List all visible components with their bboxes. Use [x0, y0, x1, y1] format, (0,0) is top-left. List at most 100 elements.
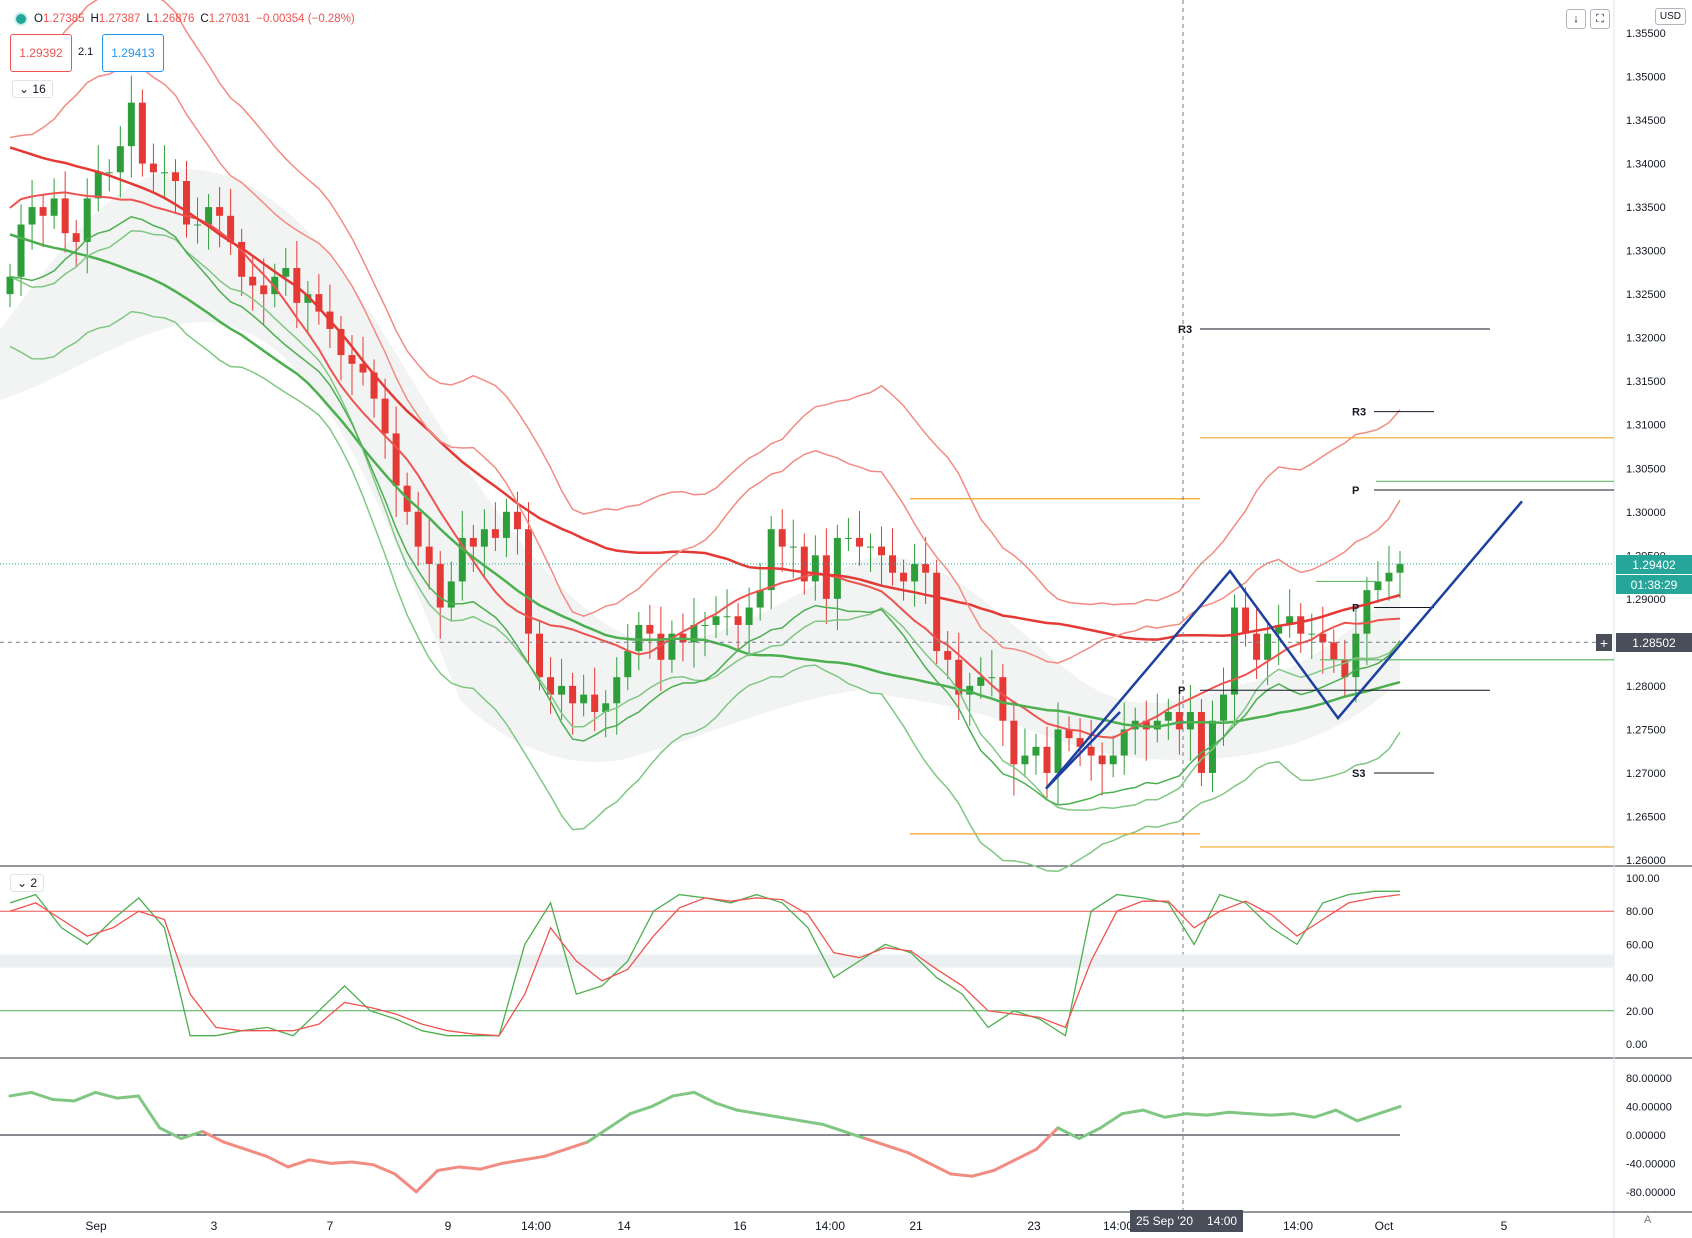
candle-body: [1197, 712, 1205, 773]
candle-body: [127, 102, 135, 147]
buy-button[interactable]: 1.29413: [102, 34, 164, 72]
candle-body: [94, 172, 102, 199]
momentum-segment: [457, 1165, 482, 1171]
momentum-axis-tick-label: -40.00000: [1626, 1158, 1676, 1170]
price-axis-tick-label: 1.26500: [1626, 811, 1666, 823]
candle-body: [944, 651, 952, 660]
stochastic-pane[interactable]: [0, 890, 1614, 1037]
price-axis-tick-label: 1.33500: [1626, 202, 1666, 214]
candle-body: [1363, 590, 1371, 634]
scroll-down-button[interactable]: ↓: [1566, 9, 1586, 29]
candle-body: [789, 546, 797, 548]
candle-body: [1142, 720, 1150, 730]
momentum-segment: [29, 1090, 55, 1101]
candle-body: [50, 198, 58, 216]
price-axis-tick-label: 1.32500: [1626, 289, 1666, 301]
pane2-collapse-toggle[interactable]: ⌄ 2: [10, 874, 45, 892]
last-price-tag: 1.29402: [1616, 555, 1692, 574]
candle-body: [1231, 607, 1239, 695]
candle-body: [1219, 694, 1227, 721]
momentum-segment: [436, 1165, 461, 1172]
candle-body: [194, 224, 202, 226]
momentum-segment: [222, 1140, 247, 1151]
candle-body: [83, 198, 91, 242]
candle-body: [1065, 729, 1073, 739]
buy-price: 1.29413: [111, 46, 155, 60]
momentum-segment: [735, 1108, 760, 1116]
candle-body: [1352, 633, 1360, 678]
pivot-label: P: [1352, 485, 1359, 497]
candle-body: [988, 677, 996, 679]
time-axis-tick-label: 14:00: [1103, 1219, 1133, 1233]
candle-body: [1120, 729, 1128, 756]
momentum-segment: [1355, 1112, 1381, 1123]
candle-body: [425, 546, 433, 565]
candle-body: [1087, 746, 1095, 756]
price-axis-tick-label: 1.34500: [1626, 115, 1666, 127]
candle-body: [668, 633, 676, 660]
momentum-segment: [286, 1158, 311, 1169]
candle-body: [646, 624, 654, 634]
momentum-segment: [1141, 1108, 1167, 1119]
candle-body: [1164, 712, 1172, 721]
sell-button[interactable]: 1.29392: [10, 34, 72, 72]
time-axis-tick-label: 23: [1027, 1219, 1041, 1233]
price-axis-tick-label: 1.33000: [1626, 246, 1666, 258]
time-axis-tick-label: 16: [733, 1219, 747, 1233]
candle-body: [1186, 712, 1194, 730]
auto-scale-button[interactable]: A: [1644, 1214, 1652, 1226]
momentum-segment: [628, 1105, 654, 1116]
candle-body: [513, 511, 521, 530]
candle-body: [889, 555, 897, 573]
candle-body: [238, 241, 246, 277]
momentum-segment: [714, 1101, 739, 1112]
candle-body: [480, 529, 488, 547]
momentum-segment: [799, 1119, 825, 1126]
momentum-segment: [414, 1169, 440, 1194]
pivot-label: R3: [1178, 324, 1192, 336]
crosshair-time-tag: 25 Sep '20 14:00: [1130, 1210, 1244, 1232]
momentum-segment: [393, 1172, 418, 1194]
momentum-segment: [928, 1161, 953, 1176]
time-axis-tick-label: 14:00: [521, 1219, 551, 1233]
candle-body: [745, 607, 753, 625]
moving-average-red: [9, 191, 1401, 739]
countdown-value: 01:38:29: [1630, 577, 1678, 592]
bollinger-upper-1: [9, 62, 1401, 664]
momentum-segment: [949, 1172, 974, 1178]
price-pane[interactable]: R3 R3 P P P S3: [0, 0, 1614, 1212]
momentum-segment: [158, 1126, 183, 1141]
momentum-segment: [307, 1158, 333, 1165]
candle-body: [315, 294, 323, 312]
stochastic-axis-tick-label: 20.00: [1626, 1006, 1654, 1018]
indicator-collapse-toggle[interactable]: ⌄ 16: [12, 80, 53, 98]
stochastic-axis-tick-label: 0.00: [1626, 1039, 1647, 1051]
momentum-segment: [372, 1163, 397, 1176]
momentum-segment: [564, 1140, 589, 1151]
momentum-segment: [115, 1094, 140, 1100]
plus-icon: +: [1599, 634, 1609, 651]
currency-selector[interactable]: USD: [1654, 8, 1686, 25]
candle-body: [723, 616, 731, 618]
momentum-segment: [863, 1137, 889, 1148]
momentum-segment: [1334, 1108, 1359, 1123]
candle-body: [1385, 572, 1393, 582]
candle-body: [1208, 720, 1216, 773]
candle-body: [933, 572, 941, 652]
candle-body: [260, 285, 268, 295]
fullscreen-button[interactable]: ⛶: [1590, 9, 1610, 29]
candle-body: [216, 207, 224, 216]
momentum-pane[interactable]: [0, 1090, 1402, 1194]
momentum-axis-tick-label: 40.00000: [1626, 1102, 1672, 1114]
crosshair-add-button[interactable]: +: [1596, 634, 1612, 651]
pivot-label: R3: [1352, 407, 1366, 419]
time-axis-tick-label: 7: [327, 1219, 334, 1233]
momentum-segment: [842, 1129, 867, 1141]
momentum-segment: [1034, 1126, 1060, 1151]
pivot-label: S3: [1352, 768, 1365, 780]
time-axis-tick-label: 14: [617, 1219, 631, 1233]
candle-body: [999, 677, 1007, 721]
price-axis-tick-label: 1.27000: [1626, 768, 1666, 780]
momentum-segment: [1377, 1105, 1402, 1116]
